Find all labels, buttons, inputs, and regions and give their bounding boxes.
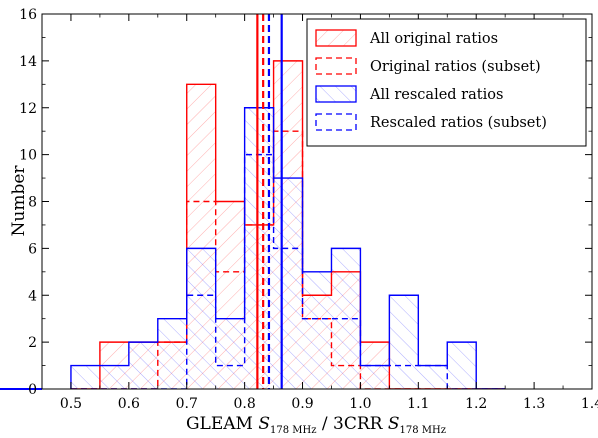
x-tick-label: 0.9	[291, 396, 313, 412]
y-tick-label: 0	[28, 382, 37, 398]
y-tick-label: 6	[28, 241, 37, 257]
hatch-fill-s2-bin10	[360, 365, 390, 389]
histogram-outline	[70, 153, 506, 389]
hatch-fill-s2-bin3	[157, 318, 187, 389]
x-tick-label: 0.6	[118, 396, 140, 412]
legend-label: Original ratios (subset)	[370, 59, 541, 75]
hatch-fill-s2-bin0	[70, 365, 100, 389]
legend: All original ratios Original ratios (subs…	[306, 18, 587, 147]
x-tick-label: 1.4	[581, 396, 598, 412]
tick-layer: 0.5 0.6 0.7 0.8 0.9 1.0 1.1 1.2 1.3 1.4 0 2 4 6 8 10 12 1…	[19, 7, 598, 412]
y-tick-label: 14	[19, 54, 37, 70]
hatch-fill-s2-bin2	[128, 342, 158, 389]
legend-swatch	[315, 113, 357, 131]
hatch-fill-s2-bin13	[447, 342, 477, 389]
y-tick-label: 10	[19, 148, 37, 164]
hatch-fill-s2-bin8	[302, 271, 332, 389]
x-tick-label: 1.0	[349, 396, 371, 412]
x-axis-label: GLEAM S178 MHz / 3CRR S178 MHz	[186, 414, 446, 436]
hatch-fill-s2-bin1	[99, 365, 129, 389]
legend-swatch	[315, 29, 357, 47]
hatch-fill-s2-bin7	[273, 178, 303, 389]
legend-label: All rescaled ratios	[369, 87, 503, 103]
legend-label: All original ratios	[369, 31, 498, 47]
legend-item: Original ratios (subset)	[315, 57, 541, 75]
x-tick-label: 0.8	[233, 396, 255, 412]
x-tick-label: 0.5	[60, 396, 82, 412]
legend-swatch	[315, 57, 357, 75]
legend-swatch	[315, 85, 357, 103]
legend-item: Rescaled ratios (subset)	[315, 113, 547, 131]
x-tick-label: 1.2	[465, 396, 487, 412]
hatch-fill-s2-bin5	[215, 318, 245, 389]
legend-item: All rescaled ratios	[315, 85, 503, 103]
hatch-fill-s2-bin11	[389, 295, 419, 389]
median-lines-layer	[256, 14, 283, 389]
y-tick-label: 16	[19, 7, 37, 23]
histogram-series-3	[70, 153, 506, 389]
y-tick-label: 2	[28, 335, 37, 351]
legend-item: All original ratios	[315, 29, 498, 47]
histogram-series-2	[70, 107, 506, 389]
legend-label: Rescaled ratios (subset)	[370, 115, 547, 131]
y-tick-label: 8	[28, 195, 37, 211]
hatch-fill-s2-bin12	[418, 365, 448, 389]
x-tick-label: 1.3	[523, 396, 545, 412]
series-layer	[70, 60, 506, 389]
x-tick-label: 1.1	[407, 396, 429, 412]
y-tick-label: 4	[28, 288, 37, 304]
legend-items: All original ratios Original ratios (subs…	[315, 29, 547, 131]
y-tick-label: 12	[19, 101, 37, 117]
histogram-outline	[70, 107, 506, 389]
y-axis-label: Number	[9, 165, 29, 237]
hatch-fill-s2-bin4	[186, 248, 216, 389]
x-tick-label: 0.7	[176, 396, 198, 412]
